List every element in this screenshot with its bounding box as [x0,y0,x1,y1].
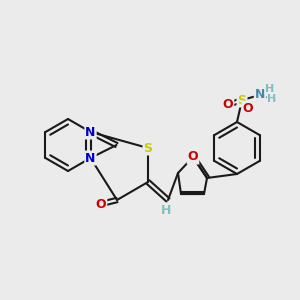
Text: O: O [223,98,233,112]
Text: H: H [267,94,277,104]
Text: N: N [255,88,265,101]
Text: S: S [143,142,152,154]
Text: O: O [188,151,198,164]
Text: H: H [266,84,274,94]
Text: H: H [161,203,171,217]
Text: S: S [238,94,247,106]
Text: N: N [85,152,96,164]
Text: N: N [85,125,96,139]
Text: O: O [96,197,106,211]
Text: O: O [243,101,253,115]
